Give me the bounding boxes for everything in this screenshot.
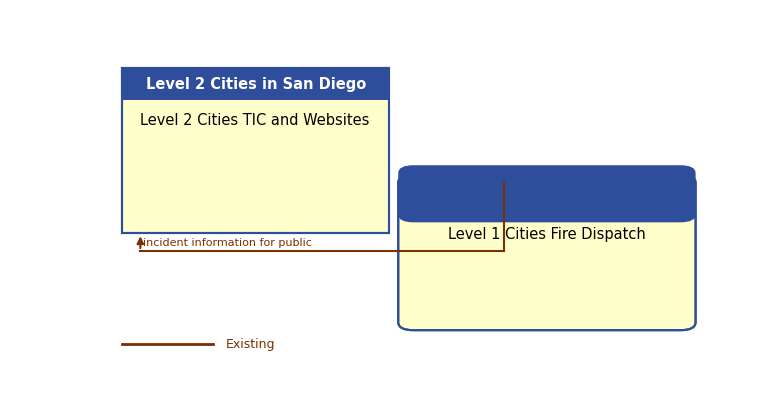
Text: Existing: Existing (226, 338, 275, 351)
FancyBboxPatch shape (399, 165, 695, 222)
Text: Level 2 Cities in San Diego: Level 2 Cities in San Diego (146, 77, 366, 92)
Text: Level 2 Cities TIC and Websites: Level 2 Cities TIC and Websites (140, 113, 370, 128)
FancyBboxPatch shape (399, 175, 695, 330)
FancyBboxPatch shape (122, 68, 389, 100)
FancyBboxPatch shape (413, 195, 680, 214)
FancyBboxPatch shape (122, 68, 389, 234)
Text: incident information for public: incident information for public (143, 238, 312, 248)
Text: Level 1 Cities Fire Dispatch: Level 1 Cities Fire Dispatch (448, 227, 646, 242)
